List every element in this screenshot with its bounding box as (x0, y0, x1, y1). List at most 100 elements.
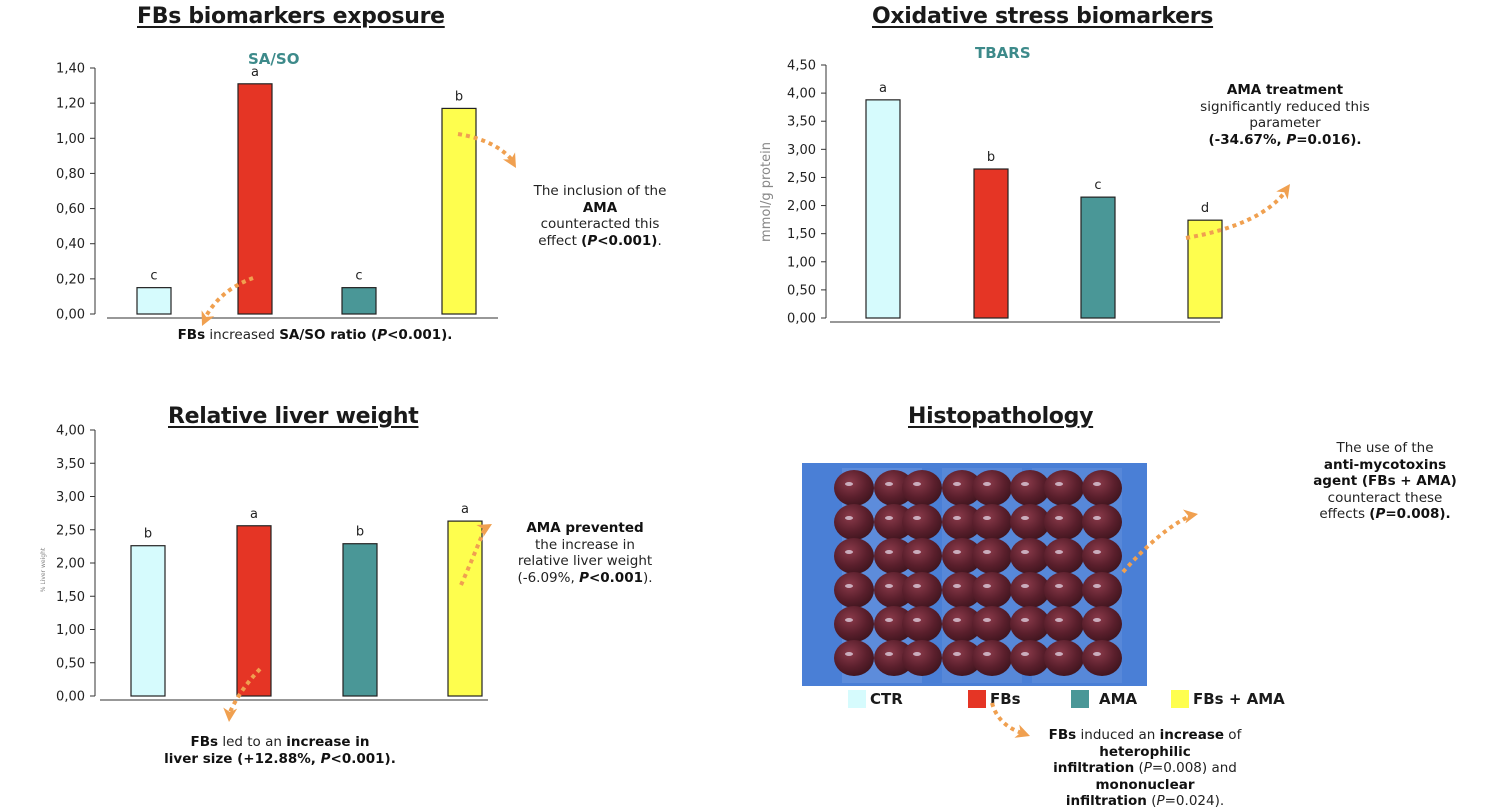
liver-lobe (1044, 538, 1084, 574)
y-tick-label: 0,50 (787, 283, 816, 298)
significance-letter: b (356, 525, 364, 540)
bar-ama (341, 287, 377, 315)
liver-highlight (1093, 550, 1101, 554)
note-p: P (1375, 506, 1386, 522)
chart-sa-so: 0,00 0,20 0,40 0,60 0,80 1,00 1,20 1,40 c a c b (56, 62, 498, 323)
y-tick-label: 4,00 (56, 424, 85, 439)
note-text: ( (1369, 506, 1376, 522)
note-p: P (320, 750, 331, 767)
note-text: SA/SO ratio ( (279, 327, 378, 343)
note-line: agent (FBs + AMA) (1313, 473, 1457, 489)
note-line: parameter (1249, 115, 1321, 131)
arrow-histo-anti-head (1182, 509, 1198, 524)
liver-highlight (913, 550, 921, 554)
bar-fbs-ama (1187, 219, 1223, 319)
liver-lobe (1010, 572, 1050, 608)
liver-highlight (885, 550, 893, 554)
liver-highlight (1093, 618, 1101, 622)
liver-lobe (1044, 470, 1084, 506)
legend-label: AMA (1099, 690, 1138, 708)
note-text: increased (205, 327, 280, 343)
y-tick-label: 0,00 (56, 308, 85, 323)
liver-highlight (845, 516, 853, 520)
note-line: anti-mycotoxins (1323, 456, 1447, 473)
y-tick-label: 0,00 (787, 312, 816, 327)
significance-letter: b (144, 527, 152, 542)
liver-highlight (1021, 482, 1029, 486)
bar-ama (342, 543, 378, 697)
liver-highlight (913, 618, 921, 622)
liver-highlight (953, 516, 961, 520)
liver-lobe (1044, 606, 1084, 642)
liver-lobe (942, 470, 982, 506)
chart-tbars: 0,00 0,50 1,00 1,50 2,00 2,50 3,00 3,50 4,00 4,50… (759, 59, 1223, 327)
liver-highlight (983, 584, 991, 588)
panel-title-histo: Histopathology (908, 404, 1094, 429)
liver-highlight (1055, 550, 1063, 554)
note-text: FBs (177, 327, 206, 343)
significance-letter: a (461, 502, 469, 517)
arrow-ama-prevented (459, 527, 487, 586)
y-tick-label: 0,20 (56, 272, 85, 287)
note-p: P (579, 569, 589, 586)
note-p: P (1143, 760, 1152, 776)
liver-lobe (1082, 572, 1122, 608)
arrow-fbs-liver (228, 667, 262, 713)
arrow-ama-counteracted-head (502, 152, 516, 168)
liver-lobe (874, 538, 914, 574)
liver-highlight (845, 652, 853, 656)
liver-lobe (1044, 640, 1084, 676)
note-text: mononuclear (1095, 776, 1195, 793)
liver-highlight (983, 516, 991, 520)
y-tick-label: 1,00 (56, 132, 85, 147)
note-ama-counteracted: The inclusion of the AMA counteracted th… (500, 183, 700, 249)
liver-highlight (913, 516, 921, 520)
note-text: ( (581, 232, 588, 249)
liver-photo-illustration (802, 463, 1147, 686)
y-tick-label: 1,50 (56, 590, 85, 605)
note-text: effects (1319, 506, 1370, 522)
legend-item-fbs: FBs (968, 690, 1071, 708)
liver-highlight (953, 618, 961, 622)
liver-photo (802, 463, 1147, 686)
liver-lobe (1082, 504, 1122, 540)
significance-letter: a (250, 507, 258, 522)
bar-ctr (865, 99, 901, 319)
arrow-fbs-liver-head (223, 707, 238, 722)
y-tick-label: 1,20 (56, 97, 85, 112)
liver-highlight (1055, 652, 1063, 656)
note-line: The inclusion of the (533, 183, 667, 199)
significance-letter: d (1201, 201, 1209, 216)
note-text: =0.008) and (1151, 760, 1237, 776)
note-text: liver size (+12.88%, (164, 750, 321, 767)
bar-fbs (973, 168, 1009, 319)
arrow-fbs-ratio-head (201, 310, 215, 326)
bar-ctr (130, 545, 166, 697)
arrow-histo-fbs (990, 702, 1023, 735)
liver-lobe (972, 640, 1012, 676)
legend-label: FBs (990, 690, 1021, 708)
y-tick-label: 0,80 (56, 167, 85, 182)
chart-subtitle-sa-so: SA/SO (248, 50, 300, 68)
note-line: counteract these (1327, 489, 1443, 506)
liver-highlight (983, 652, 991, 656)
note-p: P (587, 232, 598, 249)
y-tick-label: 2,50 (56, 523, 85, 538)
note-text: =0.016). (1296, 131, 1362, 148)
liver-highlight (1093, 584, 1101, 588)
liver-lobe (834, 538, 874, 574)
note-text: (-6.09%, (517, 569, 580, 586)
liver-highlight (913, 482, 921, 486)
liver-lobe (942, 504, 982, 540)
note-line: relative liver weight (517, 553, 653, 569)
note-ama-reduced: AMA treatment significantly reduced this… (1170, 82, 1400, 148)
liver-lobe (1082, 606, 1122, 642)
note-text: . (657, 232, 662, 249)
note-line: effect (538, 232, 582, 249)
note-line: the increase in (535, 536, 635, 553)
y-tick-label: 4,50 (787, 59, 816, 74)
liver-lobe (942, 538, 982, 574)
legend-label: CTR (870, 690, 903, 708)
liver-lobe (874, 606, 914, 642)
